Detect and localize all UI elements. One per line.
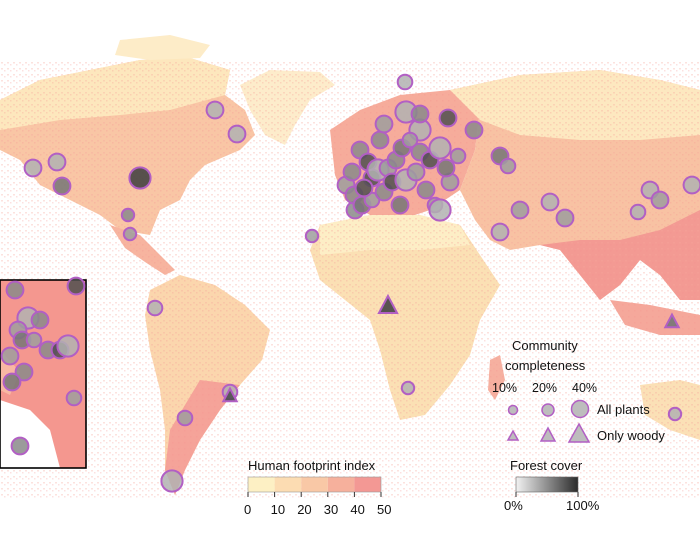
site-marker-circle [499,157,517,175]
site-marker-circle [667,406,683,422]
legend-circle-large [570,399,590,419]
site-marker-circle [176,409,194,427]
site-marker-circle [122,226,138,242]
site-marker-circle [438,108,458,128]
legend-triangle-large [567,422,591,443]
legend-circle-small [507,404,519,416]
footprint-swatch [327,477,355,492]
completeness-level-20: 20% [532,381,557,395]
site-marker-circle [52,176,72,196]
footprint-tick-label: 50 [377,502,391,517]
site-marker-circle [47,152,67,172]
site-marker-circle [406,162,426,182]
footprint-ticks: 0 10 20 30 40 50 [244,492,391,517]
forest-gradient-bar [515,476,579,493]
site-marker-circle [160,469,184,493]
site-marker-circle [370,130,390,150]
forest-legend: Forest cover 0% 100% [504,458,600,513]
site-marker-circle [5,280,25,300]
site-marker-circle [401,131,419,149]
site-marker-circle [490,222,510,242]
site-marker-circle [304,228,320,244]
legend-circle-medium [541,403,555,417]
site-marker-circle [682,175,700,195]
site-marker-circle [449,147,467,165]
footprint-colorbar [247,476,382,493]
site-marker-circle [0,346,20,366]
forest-legend-title: Forest cover [510,458,583,473]
site-marker-circle [128,166,152,190]
footprint-tick-label: 0 [244,502,251,517]
site-marker-circle [205,100,225,120]
site-marker-circle [14,362,34,382]
completeness-legend: Community completeness 10% 20% 40% All p… [492,338,665,443]
footprint-legend: Human footprint index 0 10 20 30 40 50 [244,458,391,517]
site-marker-circle [10,436,30,456]
site-marker-circle [428,136,452,160]
site-marker-triangle [663,312,681,329]
site-marker-circle [66,276,86,296]
site-marker-triangle [377,293,399,315]
site-marker-circle [30,310,50,330]
completeness-level-40: 40% [572,381,597,395]
site-marker-circle [56,334,80,358]
footprint-swatch [248,477,275,492]
site-marker-circle [436,158,456,178]
completeness-level-10: 10% [492,381,517,395]
site-marker-circle [65,389,83,407]
site-marker-circle [629,203,647,221]
inset-map [0,276,87,469]
site-marker-circle [555,208,575,228]
footprint-swatch [274,477,302,492]
site-marker-circle [396,73,414,91]
site-marker-circle [400,380,416,396]
completeness-title-line2: completeness [505,358,586,373]
site-marker-circle [416,180,436,200]
footprint-tick-label: 20 [297,502,311,517]
inset-markers [0,276,86,456]
footprint-tick-label: 10 [271,502,285,517]
site-marker-circle [146,299,164,317]
site-marker-circle [428,198,452,222]
site-marker-circle [650,190,670,210]
inset-border [0,279,87,469]
site-marker-circle [410,104,430,124]
legend-only-woody-label: Only woody [597,428,665,443]
land-arctic-islands [115,35,210,60]
site-marker-triangle [221,386,239,403]
site-markers [23,73,700,493]
footprint-legend-title: Human footprint index [248,458,376,473]
site-marker-circle [374,114,394,134]
footprint-swatch [301,477,328,492]
footprint-swatch [354,477,381,492]
completeness-title-line1: Community [512,338,578,353]
legend-all-plants-label: All plants [597,402,650,417]
site-marker-circle [23,158,43,178]
footprint-tick-label: 30 [324,502,338,517]
land-layer [0,35,700,500]
forest-min-label: 0% [504,498,523,513]
site-marker-circle [227,124,247,144]
forest-max-label: 100% [566,498,600,513]
site-marker-circle [390,195,410,215]
site-marker-circle [354,178,374,198]
legend-triangle-small [506,429,520,441]
site-marker-circle [342,162,362,182]
footprint-tick-label: 40 [350,502,364,517]
site-marker-circle [120,207,136,223]
site-marker-circle [540,192,560,212]
footprint-bar-border [247,476,382,493]
site-marker-circle [2,372,22,392]
site-marker-circle [464,120,484,140]
legend-triangle-medium [539,426,557,442]
site-marker-circle [510,200,530,220]
site-marker-circle [25,331,43,349]
